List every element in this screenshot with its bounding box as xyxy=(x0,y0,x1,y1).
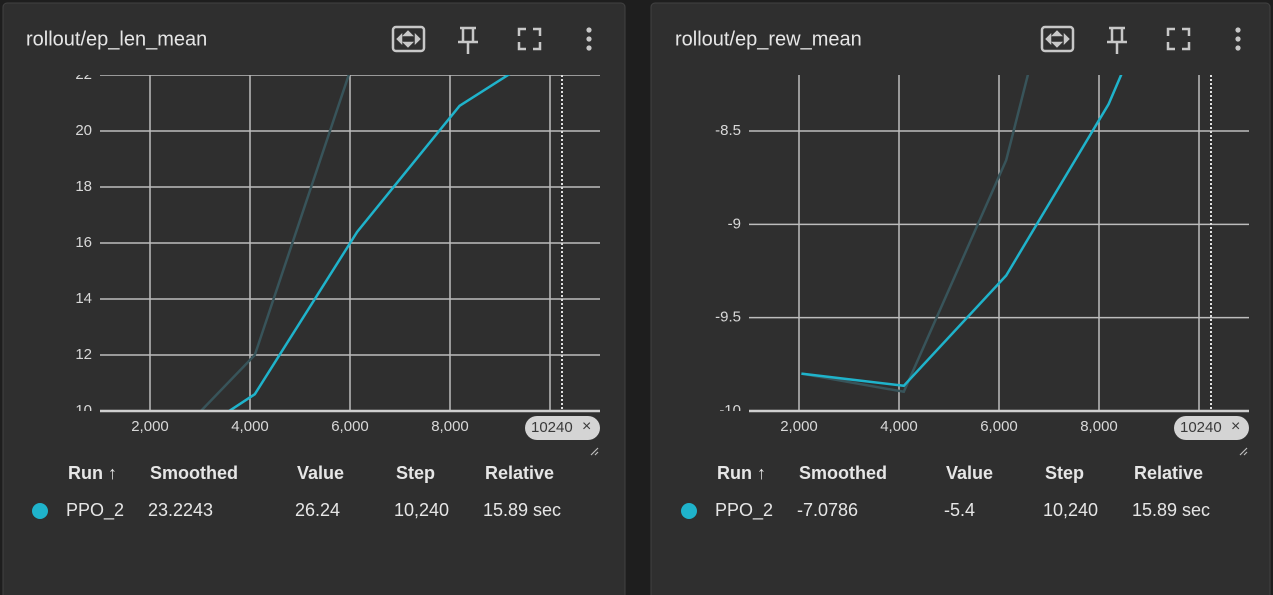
run-name: PPO_2 xyxy=(715,500,773,521)
pin-icon[interactable] xyxy=(1107,26,1127,54)
table-header: Relative xyxy=(1134,463,1203,483)
y-tick-label: 20 xyxy=(75,122,92,139)
run-name: PPO_2 xyxy=(66,500,124,521)
table-header[interactable]: Run ↑ xyxy=(717,463,766,483)
raw-line xyxy=(801,75,1030,394)
table-header: Relative xyxy=(485,463,554,483)
y-tick-label: 18 xyxy=(75,178,92,195)
table-header: Value xyxy=(946,463,993,483)
step-chip-close[interactable]: × xyxy=(1231,418,1240,435)
menu-dot[interactable] xyxy=(1235,36,1241,42)
raw-line xyxy=(199,75,351,411)
table-cell: -7.0786 xyxy=(797,500,858,520)
y-labels: -10 -9.5 -9 -8.5 xyxy=(715,122,741,419)
step-chip-label: 10240 xyxy=(1180,419,1222,436)
menu-dot[interactable] xyxy=(586,45,592,51)
toolbar[interactable] xyxy=(391,25,592,54)
menu-dot[interactable] xyxy=(1235,27,1241,33)
x-tick-label: 8,000 xyxy=(1080,418,1118,435)
panel-title: rollout/ep_len_mean xyxy=(26,28,207,50)
table-cell: 10,240 xyxy=(1043,500,1098,520)
y-tick-label: 14 xyxy=(75,290,92,307)
step-chip-label: 10240 xyxy=(531,419,573,436)
table-cell: 15.89 sec xyxy=(1132,500,1210,520)
x-tick-label: 2,000 xyxy=(780,418,818,435)
fit-icon-arrows[interactable] xyxy=(1045,30,1070,48)
smoothed-line xyxy=(801,75,1123,388)
menu-dot[interactable] xyxy=(586,27,592,33)
fit-icon[interactable] xyxy=(1040,25,1075,53)
resize-handle xyxy=(590,447,599,456)
fullscreen-icon[interactable] xyxy=(517,27,542,51)
y-tick-label: 10 xyxy=(75,402,92,419)
table-cell: 15.89 sec xyxy=(483,500,561,520)
y-labels: 10 12 14 16 18 20 22 xyxy=(75,66,92,419)
table-header: Smoothed xyxy=(799,463,887,483)
table-header: Step xyxy=(396,463,435,483)
fit-icon-arrows[interactable] xyxy=(396,30,421,48)
run-color xyxy=(681,503,697,519)
y-tick-label: -8.5 xyxy=(715,122,741,139)
run-color xyxy=(32,503,48,519)
pin-icon[interactable] xyxy=(458,26,478,54)
step-chip-close[interactable]: × xyxy=(582,418,591,435)
x-tick-label: 4,000 xyxy=(880,418,918,435)
resize-handle xyxy=(1239,447,1248,456)
y-tick-label: -9 xyxy=(728,215,741,232)
table-header[interactable]: Run ↑ xyxy=(68,463,117,483)
menu-dot[interactable] xyxy=(586,36,592,42)
step-chip[interactable] xyxy=(525,416,600,440)
menu-dot[interactable] xyxy=(1235,45,1241,51)
table-header: Step xyxy=(1045,463,1084,483)
y-tick-label: -9.5 xyxy=(715,309,741,326)
plot-area xyxy=(749,75,1249,411)
x-tick-label: 6,000 xyxy=(980,418,1018,435)
table-cell: -5.4 xyxy=(944,500,975,520)
toolbar[interactable] xyxy=(1040,25,1241,54)
panel xyxy=(650,2,1271,595)
fullscreen-icon[interactable] xyxy=(1166,27,1191,51)
plot-area xyxy=(100,75,600,411)
y-tick-label: 22 xyxy=(75,66,92,83)
table-cell: 26.24 xyxy=(295,500,340,520)
x-tick-label: 6,000 xyxy=(331,418,369,435)
table-header: Smoothed xyxy=(150,463,238,483)
y-tick-label: -10 xyxy=(719,402,741,419)
panel-title: rollout/ep_rew_mean xyxy=(675,28,862,50)
table-cell: 23.2243 xyxy=(148,500,213,520)
x-tick-label: 8,000 xyxy=(431,418,469,435)
table-header: Value xyxy=(297,463,344,483)
table-cell: 10,240 xyxy=(394,500,449,520)
step-chip[interactable] xyxy=(1174,416,1249,440)
x-tick-label: 2,000 xyxy=(131,418,169,435)
x-tick-label: 4,000 xyxy=(231,418,269,435)
smoothed-line xyxy=(226,75,511,411)
y-tick-label: 16 xyxy=(75,234,92,251)
fit-icon[interactable] xyxy=(391,25,426,53)
y-tick-label: 12 xyxy=(75,346,92,363)
